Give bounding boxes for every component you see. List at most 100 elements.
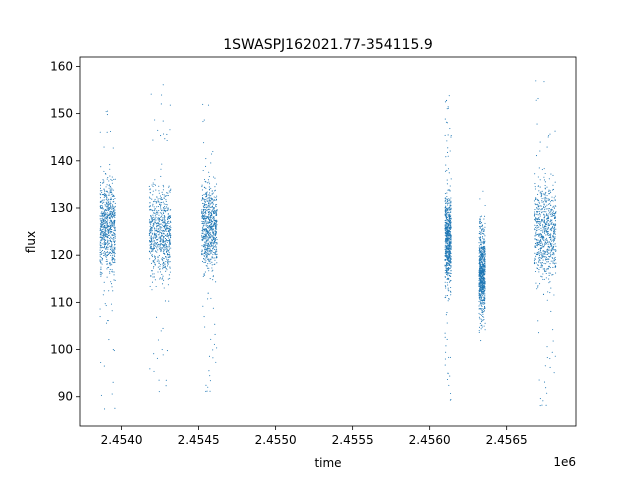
data-point (201, 217, 203, 219)
data-point (536, 212, 538, 214)
data-point (110, 202, 112, 204)
data-point (205, 265, 207, 267)
data-point (541, 168, 543, 171)
data-point (540, 235, 542, 237)
data-point (546, 392, 548, 394)
data-point (163, 207, 165, 209)
data-point (548, 189, 550, 191)
data-point (106, 233, 108, 235)
data-point (533, 211, 536, 213)
data-point (482, 264, 484, 266)
data-point (549, 223, 551, 225)
data-point (103, 233, 105, 235)
data-point (544, 223, 547, 225)
data-point (170, 209, 172, 211)
data-point (157, 206, 159, 208)
data-point (151, 230, 153, 232)
data-point (108, 229, 110, 231)
data-point (554, 130, 556, 132)
data-point (209, 209, 211, 211)
data-point (449, 199, 451, 201)
data-point (447, 253, 449, 255)
data-point (553, 257, 555, 259)
data-point (166, 350, 168, 352)
data-point (547, 136, 549, 138)
data-point (554, 259, 557, 261)
data-point (213, 242, 215, 244)
data-point (214, 231, 216, 233)
data-point (541, 211, 543, 213)
data-point (160, 168, 162, 170)
data-point (104, 228, 106, 230)
data-point (547, 226, 549, 228)
data-point (447, 271, 449, 274)
data-point (448, 356, 450, 358)
data-point (544, 187, 546, 189)
data-point (151, 219, 153, 221)
data-point (542, 219, 544, 221)
data-point (166, 228, 168, 230)
data-point (107, 208, 109, 210)
data-point (163, 219, 165, 221)
data-point (205, 248, 207, 250)
data-point (544, 216, 546, 218)
data-point (113, 211, 115, 213)
data-point (480, 299, 483, 302)
data-point (547, 199, 549, 201)
data-point (538, 221, 540, 223)
data-point (444, 336, 446, 338)
data-point (201, 252, 203, 255)
data-point (543, 197, 545, 199)
data-point (540, 240, 542, 242)
data-point (553, 227, 555, 229)
data-point (106, 110, 109, 112)
data-point (479, 282, 481, 285)
data-point (152, 225, 154, 227)
data-point (111, 182, 113, 184)
data-point (541, 266, 543, 268)
data-point (100, 236, 102, 238)
data-point (550, 239, 552, 241)
data-point (208, 238, 210, 240)
data-point (201, 250, 203, 252)
data-point (103, 201, 105, 203)
data-point (544, 209, 546, 211)
data-point (538, 248, 540, 250)
data-point (113, 239, 115, 241)
data-point (155, 219, 157, 221)
data-point (202, 211, 204, 213)
data-point (103, 211, 105, 213)
data-point (544, 172, 546, 175)
data-point (160, 243, 162, 245)
data-point (541, 246, 543, 248)
data-point (445, 252, 447, 254)
data-point (550, 287, 552, 289)
data-point (107, 243, 109, 245)
data-point (479, 198, 481, 200)
data-point (153, 234, 155, 236)
data-point (542, 400, 544, 402)
data-point (167, 265, 169, 267)
data-point (481, 326, 483, 328)
data-point (206, 204, 208, 206)
data-point (543, 217, 546, 219)
data-point (449, 219, 451, 221)
data-point (110, 236, 112, 238)
data-point (209, 232, 211, 234)
data-point (554, 226, 556, 229)
data-point (210, 217, 212, 219)
data-point (534, 173, 536, 175)
data-point (154, 208, 156, 210)
data-point (212, 279, 214, 281)
data-point (543, 227, 545, 229)
data-point (153, 248, 156, 250)
data-point (208, 216, 210, 218)
data-point (213, 240, 216, 242)
data-point (547, 261, 550, 263)
data-point (106, 260, 108, 262)
data-point (203, 198, 205, 200)
data-point (149, 230, 151, 232)
data-point (101, 259, 103, 261)
data-point (207, 200, 209, 202)
data-point (551, 253, 553, 256)
